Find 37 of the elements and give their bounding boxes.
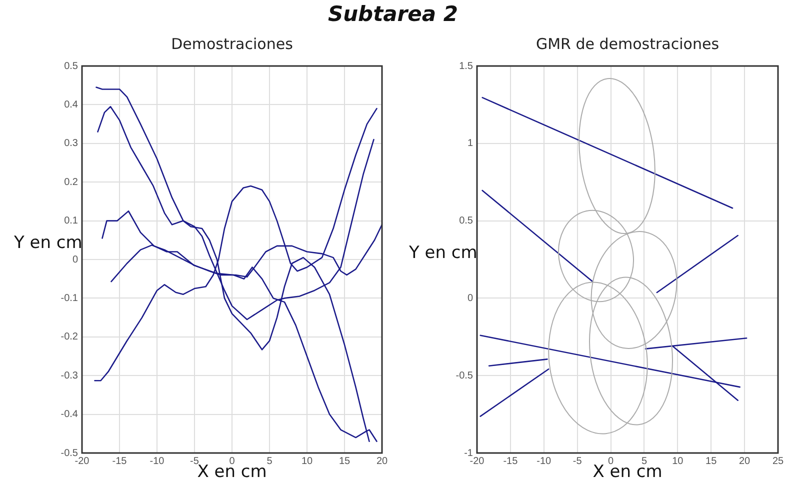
x-tick-label: 20 [376, 456, 388, 467]
y-tick-label: 1 [467, 138, 474, 150]
y-tick-label: -0.1 [60, 292, 78, 304]
y-tick-label: -0.3 [60, 370, 78, 382]
y-tick-label: -0.2 [60, 332, 78, 343]
y-axis-title: Y en cm [14, 233, 82, 253]
y-tick-label: 0.2 [64, 176, 78, 188]
y-tick-label: -0.5 [456, 370, 474, 382]
x-tick-label: 25 [772, 456, 784, 467]
x-tick-label: 0 [229, 456, 236, 467]
x-tick-label: 15 [706, 456, 718, 467]
x-tick-label: -15 [503, 456, 518, 467]
y-tick-label: 0.1 [64, 216, 78, 227]
text: Subtarea 2 [326, 2, 459, 26]
chart-title: GMR de demostraciones [536, 35, 720, 53]
x-tick-label: 10 [672, 456, 684, 467]
y-tick-label: 0.3 [64, 138, 78, 150]
x-tick-label: 10 [301, 456, 313, 467]
x-tick-label: 15 [338, 456, 350, 467]
x-tick-label: -5 [572, 456, 582, 467]
chart-title: Demostraciones [171, 35, 293, 53]
y-tick-label: 0 [467, 292, 474, 304]
y-axis-title: Y en cm [409, 243, 478, 263]
x-tick-label: 5 [266, 456, 273, 467]
y-tick-label: 0.5 [459, 216, 474, 227]
x-tick-label: 20 [738, 456, 751, 467]
y-tick-label: 0.5 [64, 60, 78, 72]
x-tick-label: -10 [150, 456, 165, 467]
x-tick-label: -15 [112, 456, 128, 467]
x-tick-label: 5 [641, 456, 648, 467]
x-tick-label: -5 [190, 456, 200, 467]
x-tick-label: 0 [608, 456, 614, 467]
y-tick-label: 0 [72, 254, 78, 266]
y-tick-label: 1.5 [459, 60, 474, 72]
y-tick-label: -0.4 [60, 409, 78, 420]
x-tick-label: -10 [536, 456, 552, 467]
y-tick-label: 0.4 [64, 99, 78, 110]
